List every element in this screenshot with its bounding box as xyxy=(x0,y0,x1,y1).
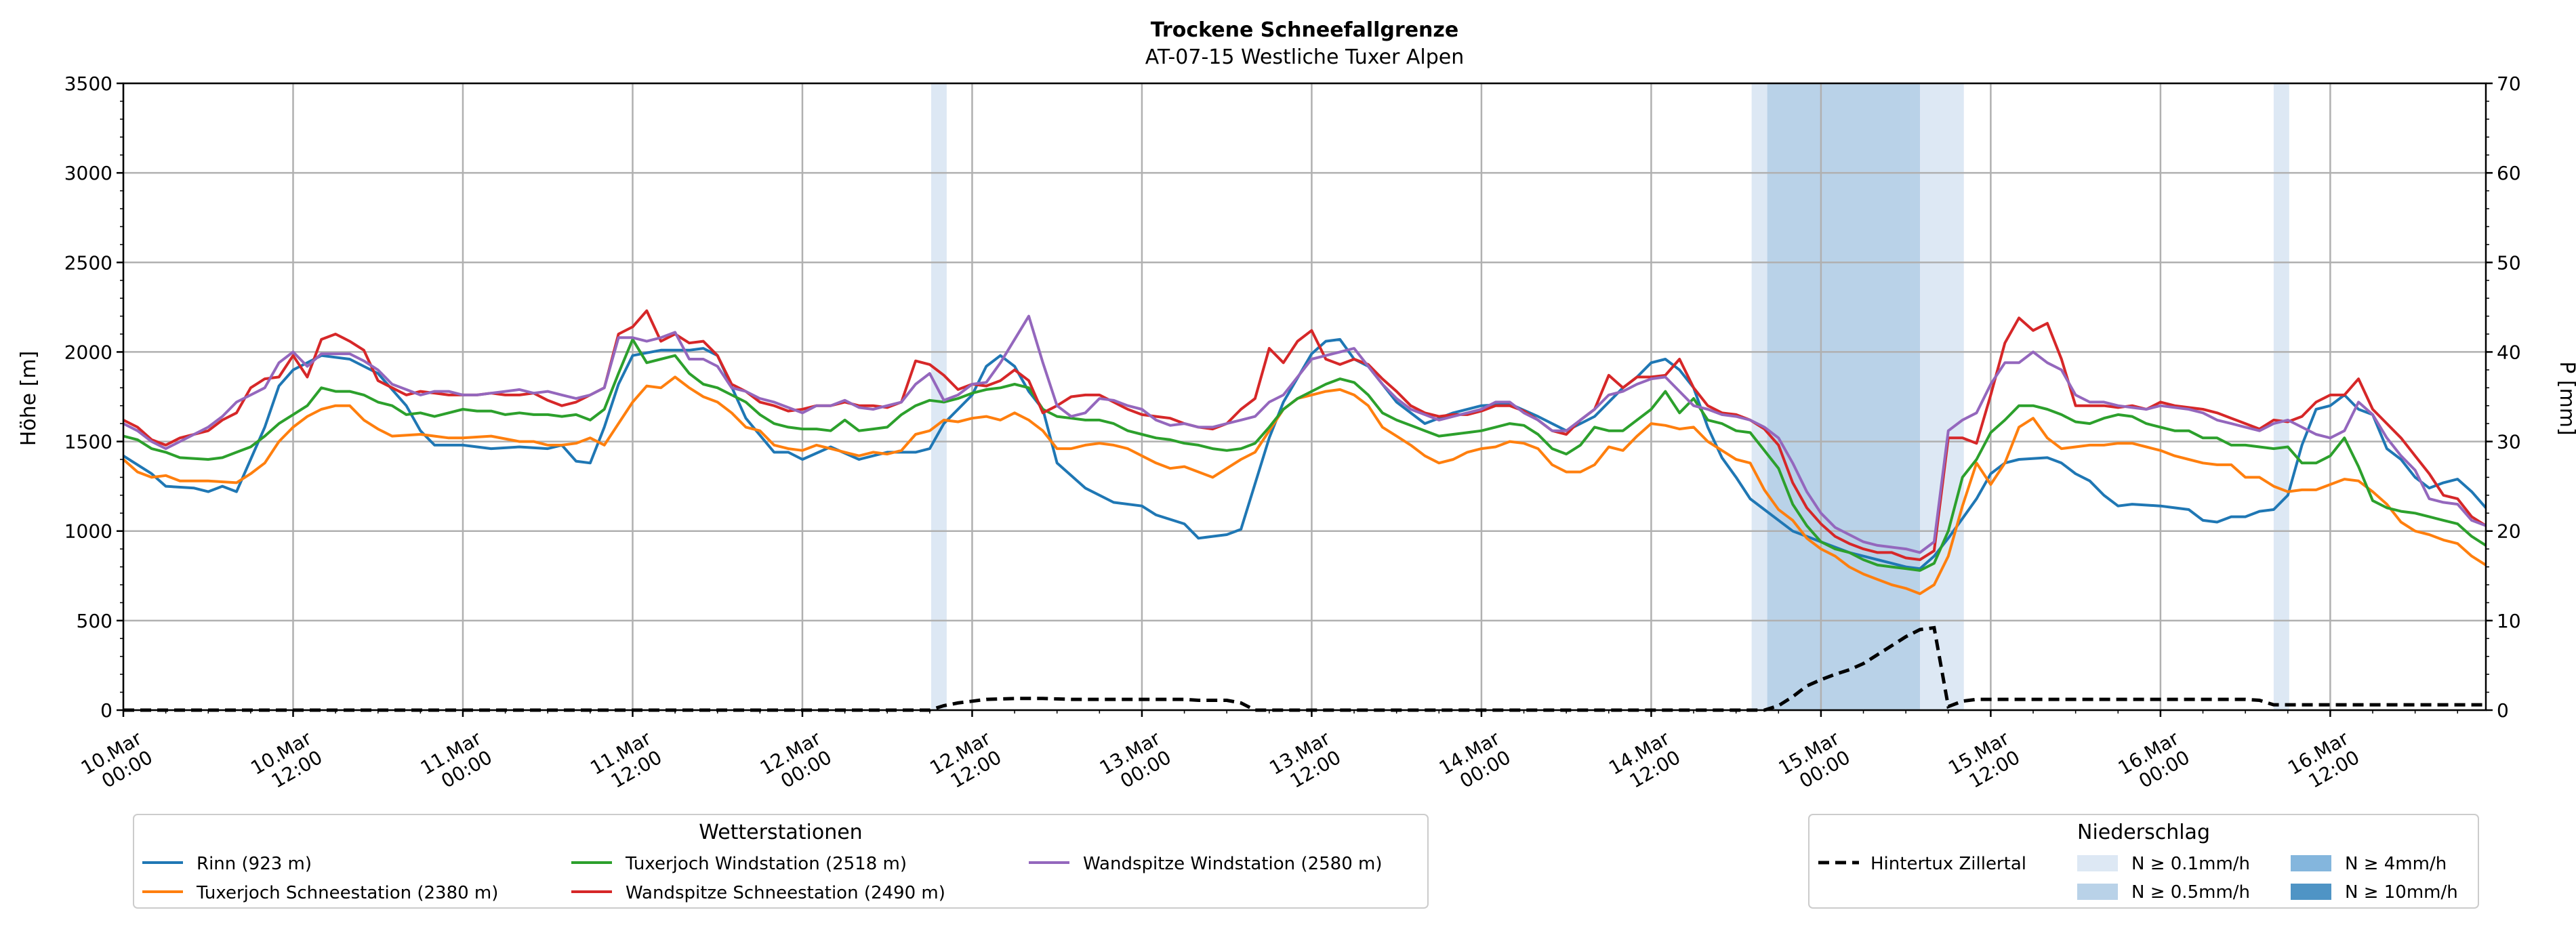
legend-label-0: Rinn (923 m) xyxy=(197,854,312,874)
precip-band-4 xyxy=(2273,83,2289,710)
y-right-tick-label-5: 50 xyxy=(2497,251,2521,274)
legend-label-3: Wandspitze Schneestation (2490 m) xyxy=(626,883,945,903)
y-tick-label-6: 3000 xyxy=(64,162,113,184)
station-series xyxy=(122,309,2487,596)
precipitation-bands xyxy=(931,83,2289,710)
precip-band-1 xyxy=(1751,83,1767,710)
y-tick-label-1: 500 xyxy=(77,610,113,632)
legend-level-label-0: N ≥ 0.1mm/h xyxy=(2131,854,2250,874)
y-tick-label-7: 3500 xyxy=(64,73,113,95)
legend-precip-line-label: Hintertux Zillertal xyxy=(1870,854,2026,874)
legend-level-swatch-1 xyxy=(2077,884,2118,900)
plot-frame xyxy=(122,82,2487,711)
y-tick-label-5: 2500 xyxy=(64,251,113,274)
legend-stations: Wetterstationen Rinn (923 m) Tuxerjoch Sc… xyxy=(133,814,1429,909)
legend-level-label-1: N ≥ 0.5mm/h xyxy=(2131,882,2250,903)
precip-band-3 xyxy=(1920,83,1964,710)
chart-subtitle: AT-07-15 Westliche Tuxer Alpen xyxy=(1145,45,1465,69)
legend-precip-title: Niederschlag xyxy=(2077,821,2210,844)
series-line-3 xyxy=(123,309,2487,561)
legend-level-label-3: N ≥ 10mm/h xyxy=(2345,882,2458,903)
series-line-4 xyxy=(123,314,2487,554)
y-right-tick-label-3: 30 xyxy=(2497,431,2521,453)
y-tick-label-4: 2000 xyxy=(64,341,113,363)
legend-stations-title: Wetterstationen xyxy=(699,821,862,844)
precip-line-hintertux xyxy=(123,625,2486,712)
y-right-tick-label-7: 70 xyxy=(2497,73,2521,95)
legend-level-swatch-0 xyxy=(2077,855,2118,871)
precip-band-2 xyxy=(1767,83,1921,710)
legend-level-label-2: N ≥ 4mm/h xyxy=(2345,854,2447,874)
legend-stations-box xyxy=(133,814,1429,909)
y-tick-label-0: 0 xyxy=(100,699,113,722)
legend-level-swatch-3 xyxy=(2291,884,2331,900)
y-right-tick-label-6: 60 xyxy=(2497,162,2521,184)
legend-label-1: Tuxerjoch Schneestation (2380 m) xyxy=(196,883,498,903)
legend-label-2: Tuxerjoch Windstation (2518 m) xyxy=(625,854,907,874)
chart-title: Trockene Schneefallgrenze xyxy=(1151,18,1458,42)
legend-level-swatch-2 xyxy=(2291,855,2331,871)
legend-precip: Niederschlag Hintertux Zillertal N ≥ 0.1… xyxy=(1808,814,2479,909)
y-right-tick-label-2: 20 xyxy=(2497,520,2521,543)
series-line-2 xyxy=(123,337,2487,572)
legend-label-4: Wandspitze Windstation (2580 m) xyxy=(1083,854,1382,874)
y-axis-right-label: P [mm] xyxy=(2555,361,2576,435)
y-right-tick-label-1: 10 xyxy=(2497,610,2521,632)
precip-series xyxy=(123,625,2486,712)
series-line-1 xyxy=(122,375,2487,596)
y-right-tick-label-0: 0 xyxy=(2497,699,2509,722)
precip-band-0 xyxy=(931,83,947,710)
y-axis-label: Höhe [m] xyxy=(17,351,41,447)
y-right-tick-label-4: 40 xyxy=(2497,341,2521,363)
y-tick-label-2: 1000 xyxy=(64,520,113,543)
y-tick-label-3: 1500 xyxy=(64,431,113,453)
